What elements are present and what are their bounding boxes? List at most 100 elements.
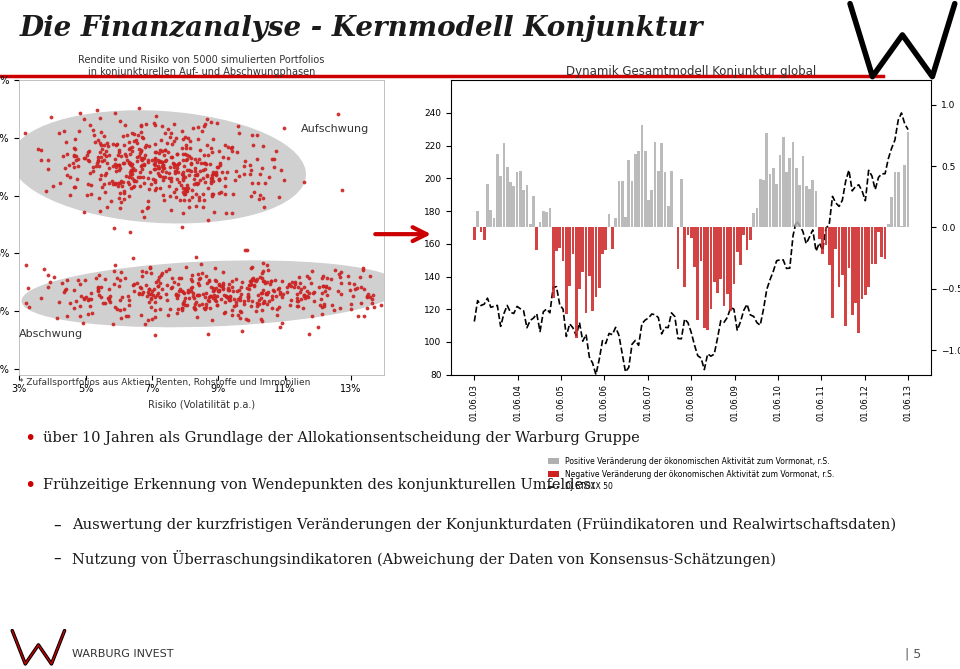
Point <box>151 161 166 171</box>
Bar <box>654 142 657 227</box>
Point <box>115 177 131 187</box>
Point <box>346 291 361 302</box>
Point <box>156 150 172 161</box>
Point <box>103 297 118 308</box>
Point <box>92 205 108 216</box>
Bar <box>696 227 699 320</box>
Point <box>181 169 197 180</box>
Point <box>84 293 99 304</box>
Point <box>74 290 89 301</box>
Point <box>301 272 317 283</box>
Point <box>301 287 317 298</box>
Point <box>181 165 197 175</box>
Point <box>330 108 346 119</box>
Point <box>114 151 130 162</box>
Bar <box>815 191 817 227</box>
Point <box>219 290 234 301</box>
Point <box>230 120 246 131</box>
Point <box>198 288 213 298</box>
Point <box>219 167 234 177</box>
Point <box>122 159 137 169</box>
Point <box>40 164 56 175</box>
Bar <box>746 227 749 250</box>
Point <box>68 151 84 162</box>
Bar <box>490 210 492 227</box>
Point <box>312 282 327 292</box>
Point <box>138 279 154 290</box>
Point <box>112 203 128 213</box>
Point <box>396 288 412 298</box>
Point <box>147 154 162 165</box>
Point <box>152 148 167 159</box>
Point <box>242 169 257 179</box>
Point <box>90 155 106 166</box>
Point <box>341 278 356 288</box>
Point <box>147 329 162 340</box>
Point <box>163 128 179 138</box>
Point <box>47 272 62 282</box>
Point <box>93 152 108 163</box>
Point <box>67 144 83 155</box>
Point <box>391 294 406 305</box>
Point <box>126 181 141 192</box>
Point <box>139 290 155 301</box>
Point <box>93 291 108 302</box>
Bar <box>545 212 548 227</box>
Point <box>158 155 174 165</box>
Bar <box>575 227 578 338</box>
Point <box>161 168 177 179</box>
Point <box>131 102 146 113</box>
Point <box>321 282 336 293</box>
Point <box>108 162 124 173</box>
Point <box>112 295 128 306</box>
Bar <box>772 168 775 227</box>
Point <box>233 282 249 292</box>
Bar <box>857 227 860 332</box>
Point <box>111 280 127 291</box>
Point <box>258 289 274 300</box>
Point <box>174 180 189 191</box>
Text: Die Finanzanalyse - Kernmodell Konjunktur: Die Finanzanalyse - Kernmodell Konjunktu… <box>19 15 703 41</box>
Point <box>150 163 165 173</box>
Point <box>129 155 144 166</box>
Point <box>66 142 82 153</box>
Point <box>83 180 98 191</box>
Point <box>179 185 194 196</box>
Point <box>176 149 191 160</box>
Point <box>213 294 228 304</box>
Point <box>191 154 206 165</box>
Point <box>155 283 170 294</box>
Point <box>82 146 97 157</box>
Point <box>102 177 117 188</box>
Point <box>131 171 146 182</box>
Bar <box>578 227 581 289</box>
Bar <box>890 197 893 227</box>
Point <box>245 274 260 284</box>
Point <box>58 284 73 295</box>
Point <box>176 155 191 166</box>
Point <box>226 294 241 304</box>
Point <box>218 291 233 302</box>
Point <box>131 130 146 140</box>
Point <box>236 298 252 309</box>
Bar <box>568 227 571 286</box>
Point <box>229 147 245 157</box>
Point <box>115 158 131 169</box>
Point <box>127 165 142 175</box>
Point <box>176 169 191 180</box>
Point <box>297 291 312 302</box>
Point <box>205 189 221 200</box>
Point <box>315 270 330 281</box>
Point <box>174 302 189 313</box>
Point <box>326 304 342 315</box>
Point <box>169 308 184 318</box>
Point <box>121 143 136 154</box>
Point <box>225 304 240 315</box>
Bar <box>536 227 538 250</box>
Point <box>367 302 382 312</box>
Point <box>176 183 191 193</box>
Bar <box>781 137 784 227</box>
Point <box>95 156 110 167</box>
Point <box>191 178 206 189</box>
Point <box>175 207 190 218</box>
